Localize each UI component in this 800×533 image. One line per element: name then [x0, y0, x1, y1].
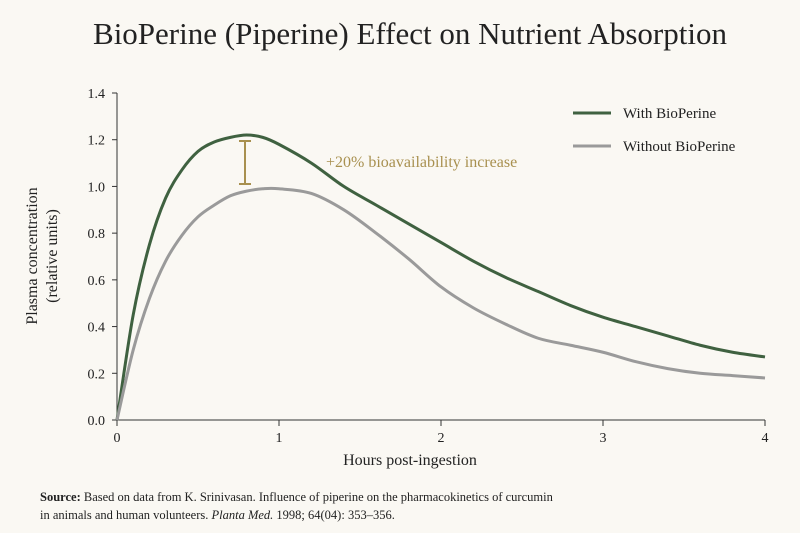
- x-tick-label: 2: [438, 431, 445, 446]
- chart: BioPerine (Piperine) Effect on Nutrient …: [24, 16, 769, 482]
- series-line: [115, 133, 766, 421]
- x-tick-label: 0: [114, 431, 121, 446]
- source: Source: Based on data from K. Srinivasan…: [40, 488, 780, 524]
- series-line: [115, 186, 766, 421]
- annotation-bracket: [239, 140, 251, 185]
- y-tick-label: 0.8: [88, 227, 106, 242]
- y-tick-label: 0.2: [88, 367, 106, 382]
- y-tick-label: 0.6: [88, 274, 106, 289]
- y-tick-label: 1.4: [88, 87, 106, 102]
- legend-label: With BioPerine: [623, 106, 716, 122]
- x-tick-label: 4: [762, 431, 769, 446]
- source-text: Based on data from K. Srinivasan. Influe…: [83, 490, 553, 504]
- source-citation: 1998; 64(04): 353–356.: [276, 508, 395, 522]
- annotation: +20% bioavailability increase: [326, 154, 517, 171]
- legend-label: Without BioPerine: [623, 139, 736, 155]
- x-axis-label: Hours post-ingestion: [343, 452, 477, 469]
- y-axis-label: Plasma concentration: [24, 187, 41, 324]
- y-tick-label: 1.0: [88, 180, 106, 195]
- source-text: in animals and human volunteers.: [40, 508, 209, 522]
- y-tick-label: 1.2: [88, 134, 106, 149]
- y-tick-label: 0.0: [88, 414, 106, 429]
- source-journal: Planta Med.: [211, 508, 274, 522]
- source-label: Source:: [40, 490, 81, 504]
- x-tick-label: 3: [600, 431, 607, 446]
- y-axis-label: (relative units): [44, 209, 61, 303]
- chart-title: BioPerine (Piperine) Effect on Nutrient …: [93, 16, 727, 51]
- y-tick-label: 0.4: [88, 321, 106, 336]
- x-tick-label: 1: [276, 431, 283, 446]
